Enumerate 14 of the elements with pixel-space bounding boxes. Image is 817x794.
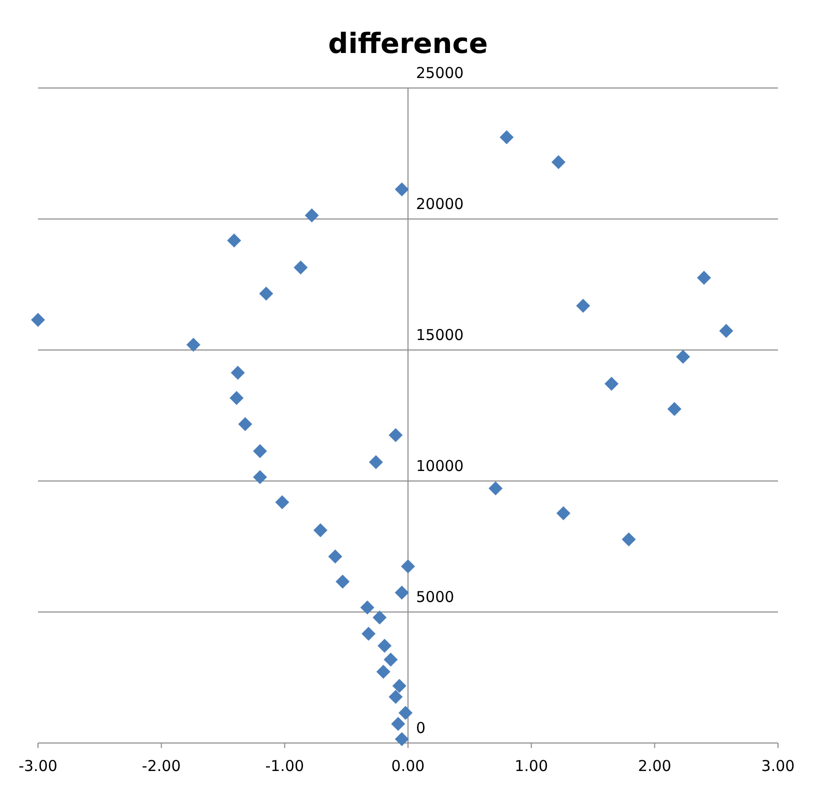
x-tick-label: 0.00 bbox=[391, 757, 425, 775]
y-tick-label: 10000 bbox=[416, 457, 464, 475]
x-tick-label: 3.00 bbox=[761, 757, 795, 775]
x-tick-label: -2.00 bbox=[142, 757, 181, 775]
chart-title: difference bbox=[328, 27, 488, 60]
y-tick-label: 0 bbox=[416, 719, 426, 737]
y-tick-label: 15000 bbox=[416, 326, 464, 344]
x-tick-label: -1.00 bbox=[265, 757, 304, 775]
y-tick-label: 20000 bbox=[416, 195, 464, 213]
x-tick-label: 1.00 bbox=[514, 757, 548, 775]
y-tick-label: 5000 bbox=[416, 588, 454, 606]
x-tick-label: -3.00 bbox=[18, 757, 58, 775]
y-tick-label: 25000 bbox=[416, 64, 464, 82]
x-tick-label: 2.00 bbox=[638, 757, 672, 775]
